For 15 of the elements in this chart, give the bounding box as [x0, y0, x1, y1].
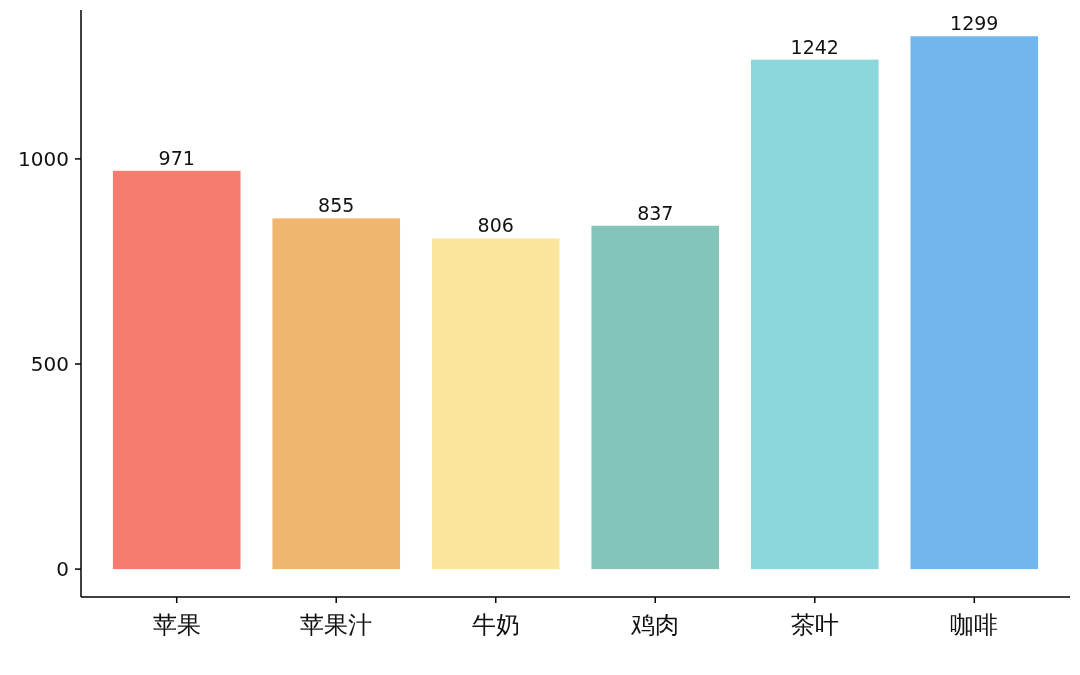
x-tick-label: 咖啡 [950, 611, 999, 639]
x-tick-label: 鸡肉 [630, 611, 680, 639]
x-tick-label: 苹果 [152, 611, 201, 639]
data-label: 971 [158, 146, 195, 169]
data-label: 1242 [790, 35, 839, 58]
x-tick-label: 苹果汁 [300, 611, 373, 639]
data-label: 806 [477, 214, 514, 237]
x-tick-label: 茶叶 [790, 611, 839, 639]
x-tick-label: 牛奶 [471, 611, 520, 639]
data-label: 1299 [950, 12, 999, 35]
y-tick-label: 0 [56, 557, 69, 582]
data-label: 855 [318, 194, 355, 217]
y-tick-label: 1000 [18, 146, 69, 171]
data-label: 837 [637, 201, 674, 224]
y-tick-label: 500 [30, 352, 69, 376]
